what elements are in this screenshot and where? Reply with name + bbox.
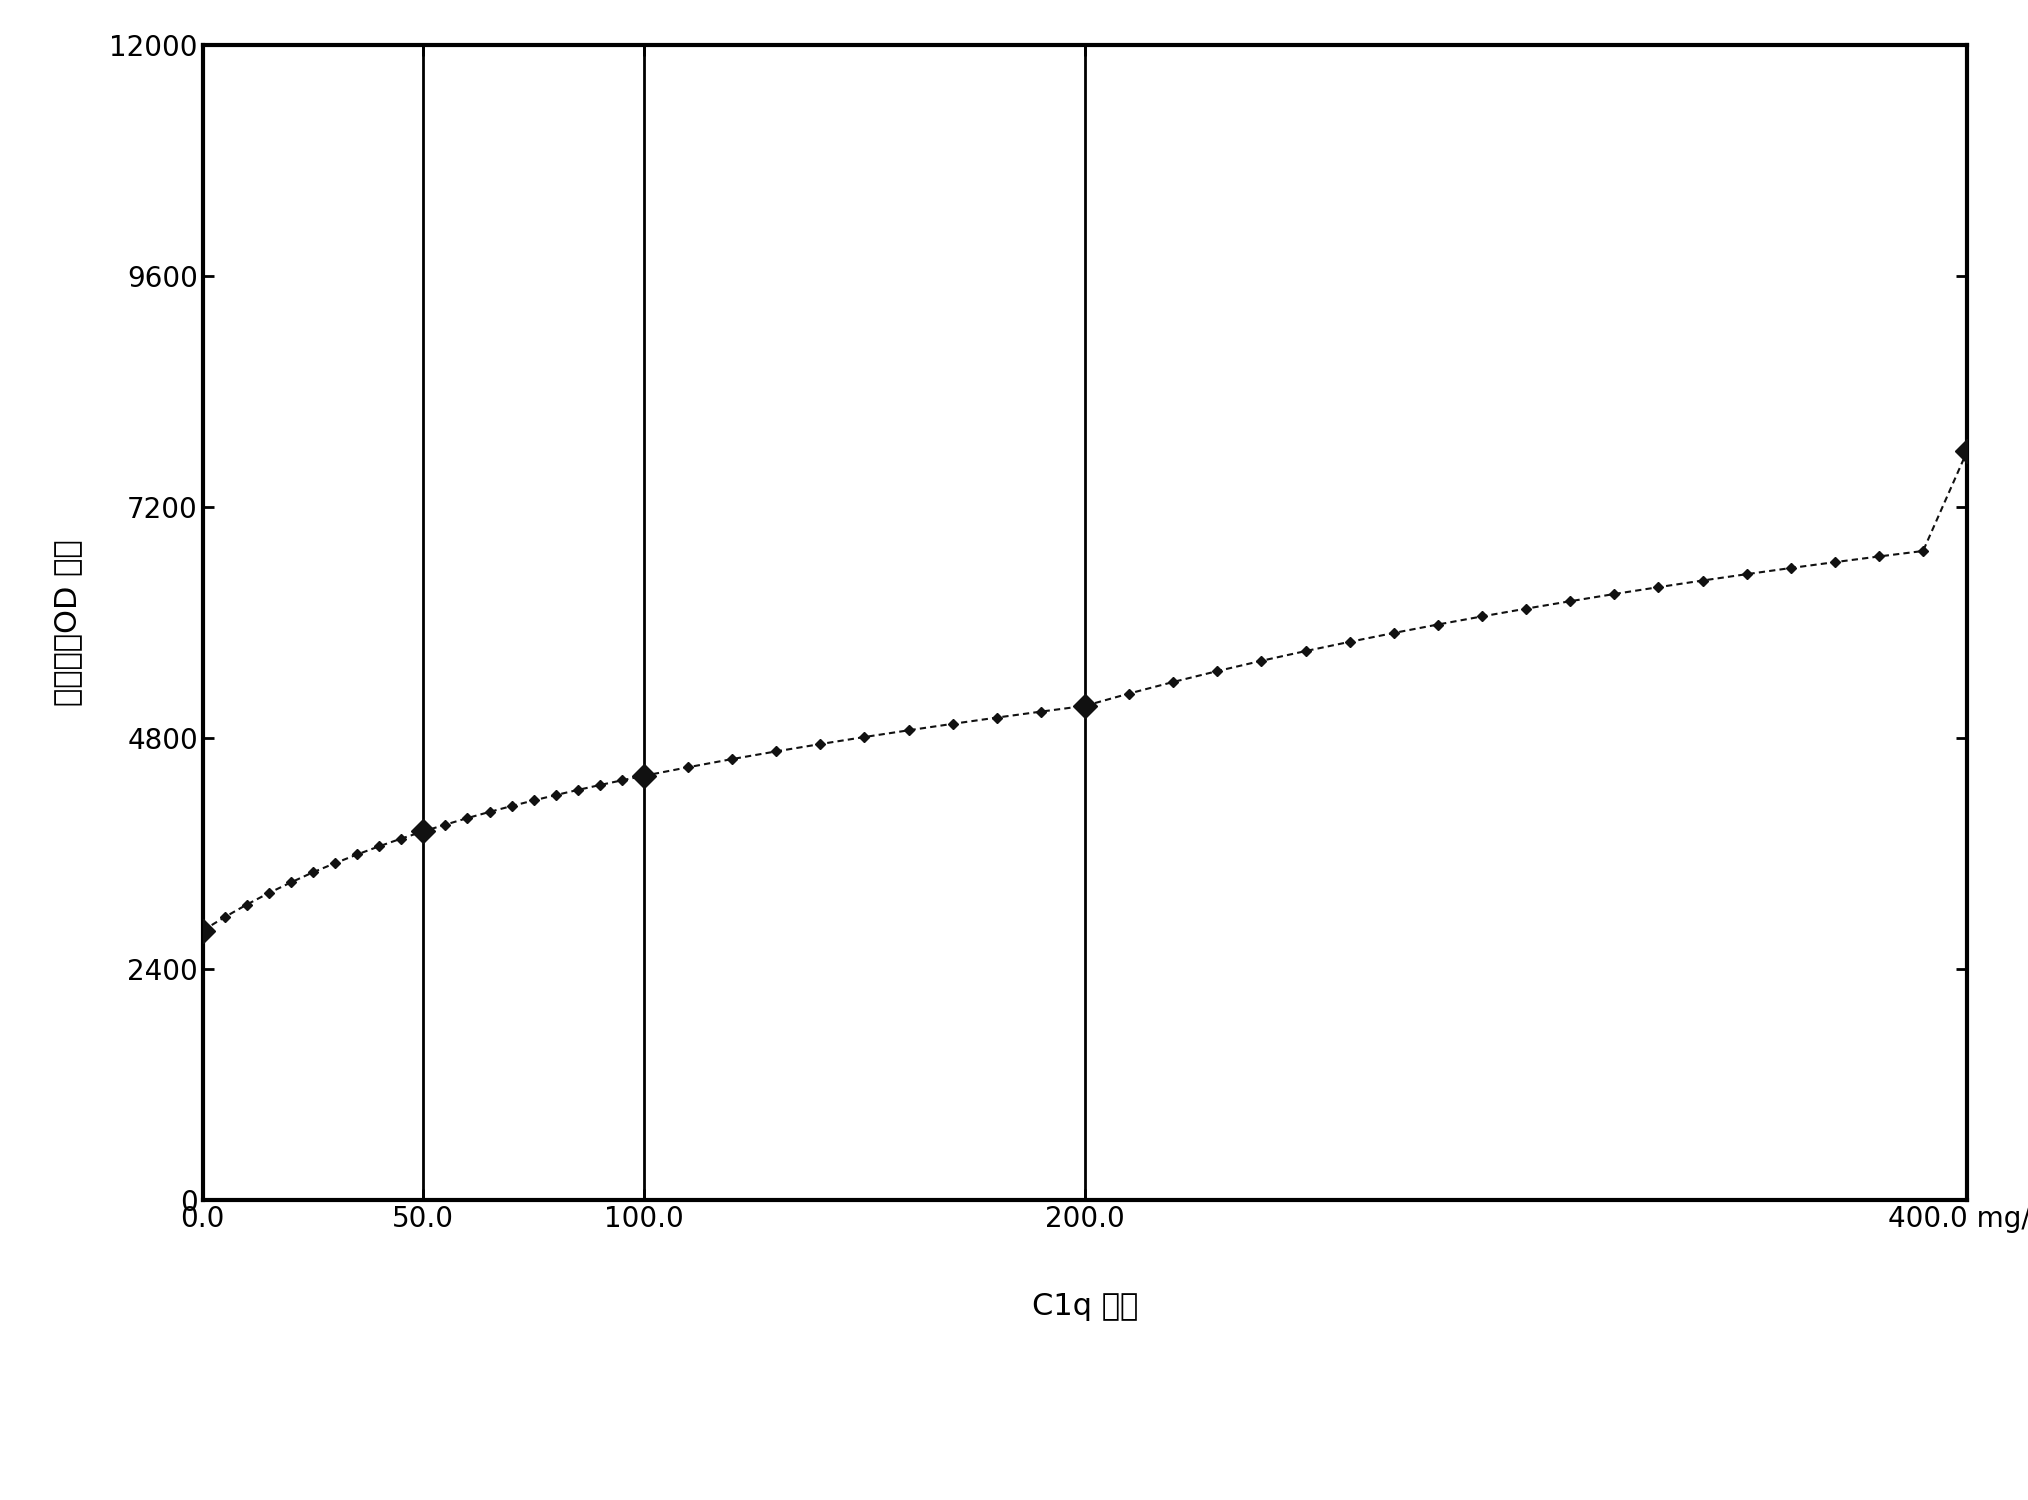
X-axis label: C1q 浓度: C1q 浓度 bbox=[1032, 1293, 1138, 1322]
Y-axis label: 吸光度（OD 値）: 吸光度（OD 値） bbox=[53, 538, 81, 706]
